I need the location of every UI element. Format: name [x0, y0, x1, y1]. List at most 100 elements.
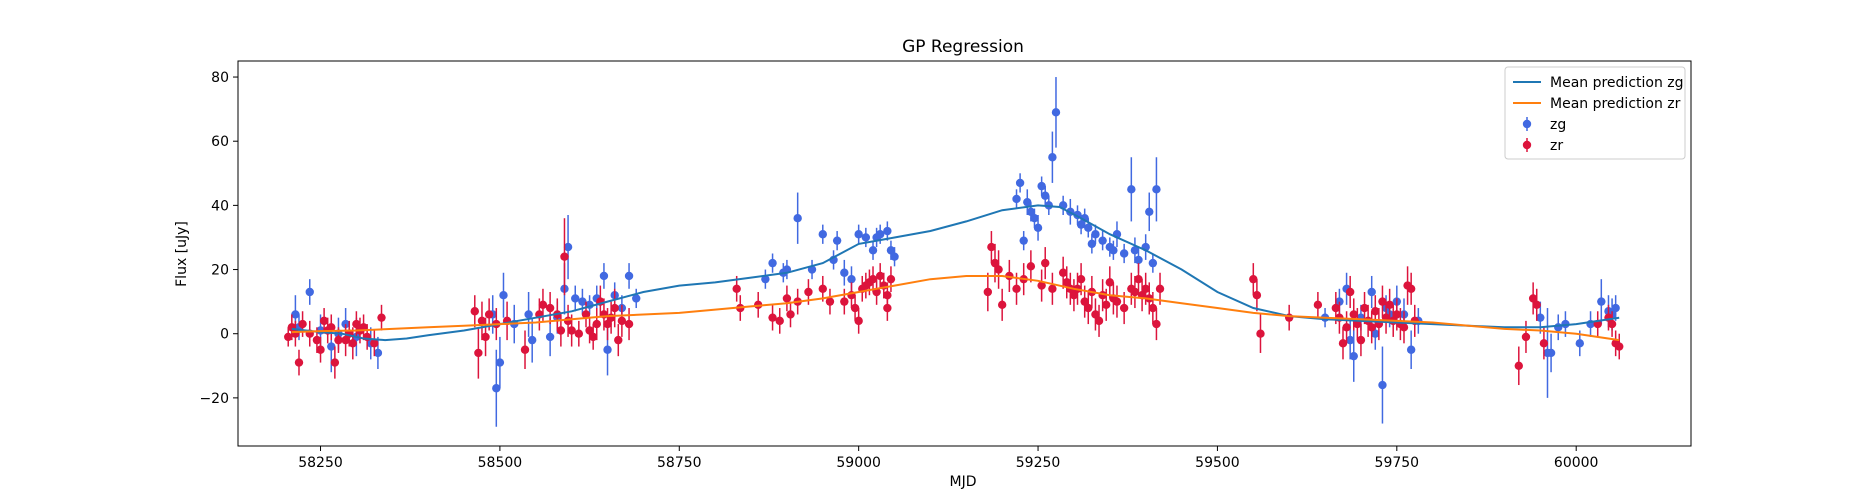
data-point-zr: [883, 291, 892, 300]
data-point-zr: [825, 297, 835, 306]
data-point-zr: [875, 271, 885, 281]
data-point-zr: [990, 258, 1000, 268]
y-tick-label: 40: [211, 198, 229, 214]
data-point-zr: [312, 335, 322, 345]
legend: Mean prediction zg Mean prediction zr zg zr: [1504, 66, 1686, 160]
mean-prediction-line-zr: [291, 275, 1620, 342]
data-point-zr: [1249, 274, 1258, 284]
legend-marker-swatch: [1522, 140, 1532, 150]
data-point-zr: [581, 310, 591, 319]
data-point-zg: [886, 246, 896, 255]
data-point-zr: [1026, 262, 1036, 271]
legend-entry-mean-prediction-zr: Mean prediction zr: [1513, 96, 1681, 112]
data-point-zr: [470, 307, 479, 316]
data-point-zr: [997, 300, 1007, 310]
data-point-zg: [1098, 236, 1107, 245]
data-point-zg: [291, 310, 300, 319]
data-point-zg: [1145, 207, 1154, 216]
data-point-zg: [632, 294, 641, 303]
data-point-zr: [1532, 300, 1541, 310]
data-point-zg: [571, 294, 580, 303]
data-point-zg: [1536, 313, 1545, 322]
data-point-zg: [524, 310, 533, 319]
legend-entry-mean-prediction-zg: Mean prediction zg: [1513, 75, 1684, 91]
data-point-zg: [1371, 329, 1380, 338]
data-point-zr: [370, 339, 379, 348]
data-point-zg: [883, 226, 892, 236]
data-point-zg: [1087, 239, 1097, 249]
axes-frame: [237, 60, 1692, 447]
plot-content: [284, 77, 1624, 427]
data-point-zr: [284, 332, 293, 342]
legend-box: [1504, 66, 1686, 160]
x-axis-label: MJD: [950, 474, 977, 490]
data-point-zg: [624, 271, 634, 281]
x-tick-label: 58500: [478, 455, 523, 471]
data-point-zr: [1130, 287, 1140, 297]
data-point-zr: [567, 326, 576, 335]
data-point-zg: [1152, 185, 1161, 194]
data-point-zg: [1611, 303, 1620, 313]
data-point-zr: [327, 323, 336, 332]
data-point-zr: [298, 319, 307, 329]
data-point-zr: [477, 316, 487, 326]
data-point-zr: [1378, 297, 1387, 306]
data-point-zr: [377, 313, 386, 322]
y-tick-label: 20: [211, 263, 229, 279]
data-point-zr: [854, 316, 863, 326]
chart-title: GP Regression: [902, 37, 1024, 57]
data-point-zr: [1349, 310, 1358, 319]
data-point-zg: [1026, 207, 1036, 216]
data-point-zr: [1385, 300, 1394, 310]
data-point-zr: [1345, 287, 1355, 297]
data-point-zr: [732, 284, 741, 293]
data-point-zg: [1041, 191, 1050, 200]
data-point-zg: [499, 291, 508, 300]
data-point-zr: [610, 303, 619, 313]
data-point-zr: [1037, 281, 1046, 290]
legend-entry-zg: zg: [1522, 117, 1566, 133]
data-point-zg: [1349, 351, 1358, 361]
data-point-zg: [861, 233, 871, 242]
data-point-zr: [330, 358, 340, 367]
data-point-zr: [1392, 310, 1402, 319]
data-point-zg: [1023, 197, 1032, 207]
data-point-zr: [1048, 284, 1057, 293]
data-point-zr: [341, 335, 350, 345]
data-point-zr: [294, 358, 304, 367]
data-point-zr: [1256, 329, 1265, 338]
y-tick-label: 80: [211, 70, 229, 86]
data-point-zr: [481, 332, 490, 342]
data-point-zr: [782, 294, 792, 303]
data-point-zg: [818, 230, 827, 239]
data-point-zg: [761, 274, 770, 284]
data-point-zr: [1353, 319, 1362, 329]
data-point-zg: [1367, 287, 1376, 297]
data-point-zr: [474, 348, 483, 358]
data-point-zg: [341, 319, 350, 329]
data-point-zr: [1069, 291, 1079, 300]
x-tick-label: 58750: [657, 455, 702, 471]
legend-label: Mean prediction zr: [1550, 96, 1681, 112]
data-point-zg: [545, 332, 555, 342]
data-point-zg: [327, 342, 336, 351]
data-point-zr: [994, 265, 1003, 274]
y-tick-label: 0: [220, 327, 229, 343]
data-point-zr: [592, 319, 601, 329]
data-point-zr: [624, 319, 634, 329]
data-point-zr: [1155, 284, 1165, 293]
data-point-zr: [1148, 303, 1158, 313]
data-point-zg: [1015, 178, 1025, 188]
data-point-zr: [1062, 278, 1071, 287]
data-point-zr: [520, 345, 530, 354]
data-point-zg: [492, 384, 501, 393]
y-tick-label: −20: [199, 391, 229, 407]
data-point-zg: [1091, 230, 1100, 239]
legend-entry-zr: zr: [1522, 138, 1563, 154]
data-point-zr: [1521, 332, 1531, 342]
data-point-zg: [875, 230, 885, 239]
data-point-zr: [840, 297, 849, 306]
data-point-zr: [545, 303, 555, 313]
data-point-zr: [1076, 274, 1086, 284]
